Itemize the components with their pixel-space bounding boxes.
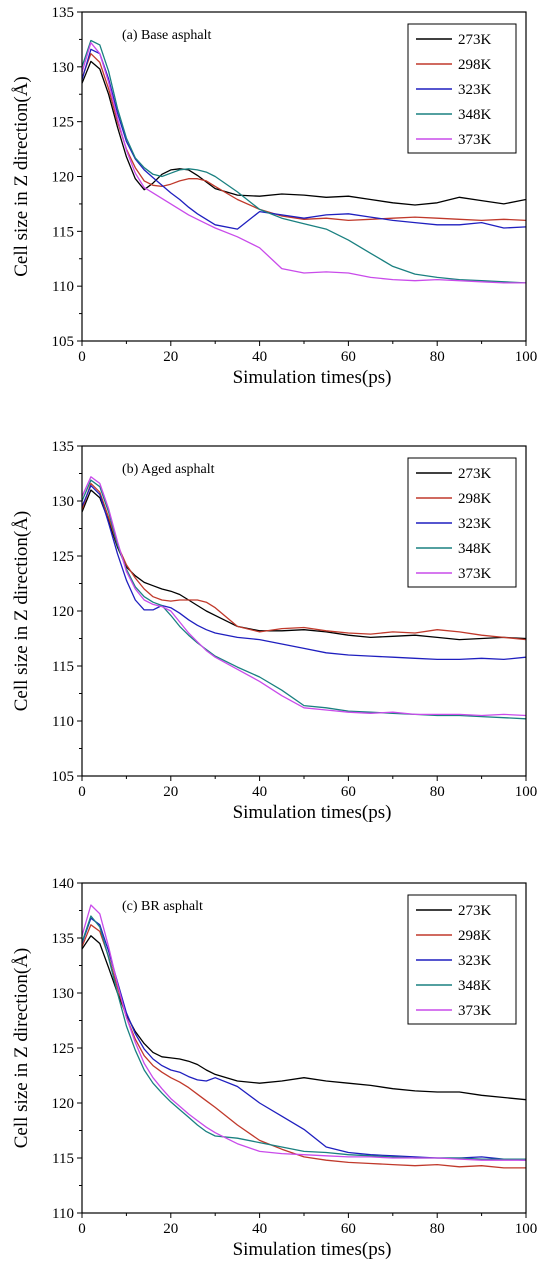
series-group bbox=[82, 904, 526, 1169]
legend-label: 298K bbox=[458, 57, 492, 73]
x-tick-label: 0 bbox=[78, 1221, 86, 1237]
legend-label: 298K bbox=[458, 491, 492, 507]
legend-label: 298K bbox=[458, 928, 492, 944]
y-axis-title: Cell size in Z direction(Å) bbox=[11, 948, 32, 1149]
y-tick-label: 130 bbox=[52, 494, 75, 510]
y-tick-label: 115 bbox=[52, 1151, 74, 1167]
x-tick-label: 20 bbox=[163, 349, 178, 365]
x-tick-label: 60 bbox=[341, 349, 356, 365]
y-tick-label: 135 bbox=[52, 931, 75, 947]
x-tick-label: 100 bbox=[515, 1221, 538, 1237]
y-tick-label: 105 bbox=[52, 334, 75, 350]
x-tick-label: 60 bbox=[341, 1221, 356, 1237]
y-axis-title: Cell size in Z direction(Å) bbox=[11, 511, 32, 712]
legend-label: 323K bbox=[458, 82, 492, 98]
series-line-348K bbox=[82, 39, 526, 284]
chart-panel-1: 0 20 40 60 80 100 105 110 115 120 125 130 135 Simulat… bbox=[11, 439, 537, 823]
y-tick-label: 110 bbox=[52, 714, 74, 730]
series-line-273K bbox=[82, 60, 526, 206]
y-axis-title: Cell size in Z direction(Å) bbox=[11, 76, 32, 277]
legend-label: 373K bbox=[458, 1003, 492, 1019]
y-tick-label: 125 bbox=[52, 115, 75, 131]
y-tick-label: 110 bbox=[52, 279, 74, 295]
y-tick-label: 105 bbox=[52, 769, 75, 785]
x-tick-label: 60 bbox=[341, 784, 356, 800]
legend: 273K 298K 323K 348K 373K bbox=[407, 894, 517, 1025]
x-axis-title: Simulation times(ps) bbox=[233, 367, 392, 388]
legend-label: 348K bbox=[458, 541, 492, 557]
y-tick-label: 115 bbox=[52, 224, 74, 240]
legend-label: 348K bbox=[458, 978, 492, 994]
y-tick-label: 120 bbox=[52, 604, 75, 620]
x-tick-label: 20 bbox=[163, 784, 178, 800]
y-tick-label: 125 bbox=[52, 1041, 75, 1057]
x-axis-title: Simulation times(ps) bbox=[233, 802, 392, 823]
panel-title: (c) BR asphalt bbox=[122, 899, 203, 914]
x-tick-label: 100 bbox=[515, 784, 538, 800]
y-tick-label: 120 bbox=[52, 170, 75, 186]
y-tick-label: 130 bbox=[52, 60, 75, 76]
y-tick-label: 140 bbox=[52, 876, 75, 892]
legend-label: 273K bbox=[458, 32, 492, 48]
y-tick-label: 110 bbox=[52, 1206, 74, 1222]
x-tick-label: 80 bbox=[430, 349, 445, 365]
series-line-373K bbox=[82, 904, 526, 1161]
legend-label: 323K bbox=[458, 953, 492, 969]
y-tick-label: 130 bbox=[52, 986, 75, 1002]
x-tick-label: 0 bbox=[78, 349, 86, 365]
x-tick-label: 100 bbox=[515, 349, 538, 365]
y-tick-label: 125 bbox=[52, 549, 75, 565]
legend-label: 348K bbox=[458, 107, 492, 123]
y-tick-label: 115 bbox=[52, 659, 74, 675]
x-tick-label: 80 bbox=[430, 784, 445, 800]
x-tick-label: 40 bbox=[252, 784, 267, 800]
legend-label: 373K bbox=[458, 566, 492, 582]
chart-panel-0: 0 20 40 60 80 100 105 110 115 120 125 130 135 Simulat… bbox=[11, 5, 537, 388]
series-group bbox=[82, 476, 526, 720]
panel-title: (b) Aged asphalt bbox=[122, 462, 215, 477]
x-tick-label: 80 bbox=[430, 1221, 445, 1237]
y-tick-label: 135 bbox=[52, 439, 75, 455]
y-tick-label: 120 bbox=[52, 1096, 75, 1112]
x-tick-label: 20 bbox=[163, 1221, 178, 1237]
x-tick-label: 40 bbox=[252, 1221, 267, 1237]
legend-label: 323K bbox=[458, 516, 492, 532]
legend-label: 273K bbox=[458, 903, 492, 919]
legend: 273K 298K 323K 348K 373K bbox=[407, 23, 517, 154]
series-line-373K bbox=[82, 476, 526, 717]
x-tick-label: 0 bbox=[78, 784, 86, 800]
x-tick-label: 40 bbox=[252, 349, 267, 365]
legend: 273K 298K 323K 348K 373K bbox=[407, 457, 517, 588]
series-group bbox=[82, 39, 526, 284]
series-line-298K bbox=[82, 482, 526, 641]
series-line-323K bbox=[82, 917, 526, 1161]
x-axis-title: Simulation times(ps) bbox=[233, 1239, 392, 1260]
panel-title: (a) Base asphalt bbox=[122, 28, 212, 43]
legend-label: 273K bbox=[458, 466, 492, 482]
chart-panel-2: 0 20 40 60 80 100 110 115 120 125 130 135 140 Simulat… bbox=[11, 876, 537, 1260]
legend-label: 373K bbox=[458, 132, 492, 148]
series-line-373K bbox=[82, 42, 526, 284]
y-tick-label: 135 bbox=[52, 5, 75, 21]
series-line-323K bbox=[82, 484, 526, 661]
series-line-323K bbox=[82, 48, 526, 230]
